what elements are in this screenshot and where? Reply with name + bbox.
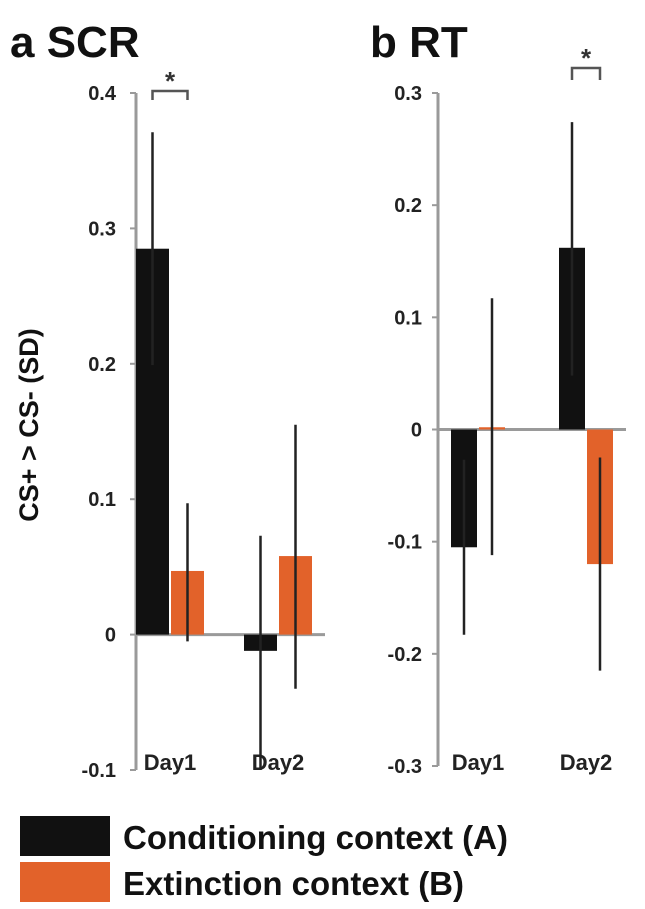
significance-star: * <box>165 66 176 96</box>
legend-swatch-conditioning <box>20 816 110 856</box>
category-label: Day2 <box>252 750 305 775</box>
y-tick-label: 0.1 <box>394 307 422 329</box>
significance-star: * <box>581 43 592 73</box>
y-tick-label: 0.3 <box>394 83 422 105</box>
panel-title-text: SCR <box>34 18 139 67</box>
panel-title: a SCR <box>10 18 140 67</box>
category-label: Day1 <box>452 750 505 775</box>
y-tick-label: 0.4 <box>88 83 117 105</box>
y-tick-label: -0.1 <box>82 760 116 782</box>
legend-swatch-extinction <box>20 862 110 902</box>
panel-title-text: RT <box>397 18 468 67</box>
y-tick-label: 0.1 <box>88 489 116 511</box>
panel-a: a SCR 0.4 0.3 0.2 0.1 0 -0.1 CS+ > CS- (SD) Day1… <box>10 18 325 782</box>
legend-label-extinction: Extinction context (B) <box>123 865 464 902</box>
y-tick-label: -0.1 <box>388 532 422 554</box>
category-label: Day2 <box>560 750 613 775</box>
legend-label-conditioning: Conditioning context (A) <box>123 819 508 856</box>
y-tick-label: -0.2 <box>388 644 422 666</box>
y-tick-label: 0 <box>105 625 116 647</box>
y-tick-label: 0.2 <box>88 354 116 376</box>
significance-bracket <box>151 89 189 100</box>
panel-letter: b <box>370 18 397 67</box>
y-tick-label: 0.2 <box>394 195 422 217</box>
panel-b: b RT 0.3 0.2 0.1 0 -0.1 -0.2 -0.3 Day1 Day2 * <box>370 18 626 778</box>
category-label: Day1 <box>144 750 197 775</box>
y-tick-label: 0 <box>411 420 422 442</box>
panel-title: b RT <box>370 18 468 67</box>
legend: Conditioning context (A) Extinction conte… <box>20 816 508 902</box>
y-axis-label: CS+ > CS- (SD) <box>14 328 44 522</box>
y-tick-label: -0.3 <box>388 756 422 778</box>
y-tick-label: 0.3 <box>88 218 116 240</box>
significance-bracket <box>570 66 602 80</box>
panel-letter: a <box>10 18 35 67</box>
